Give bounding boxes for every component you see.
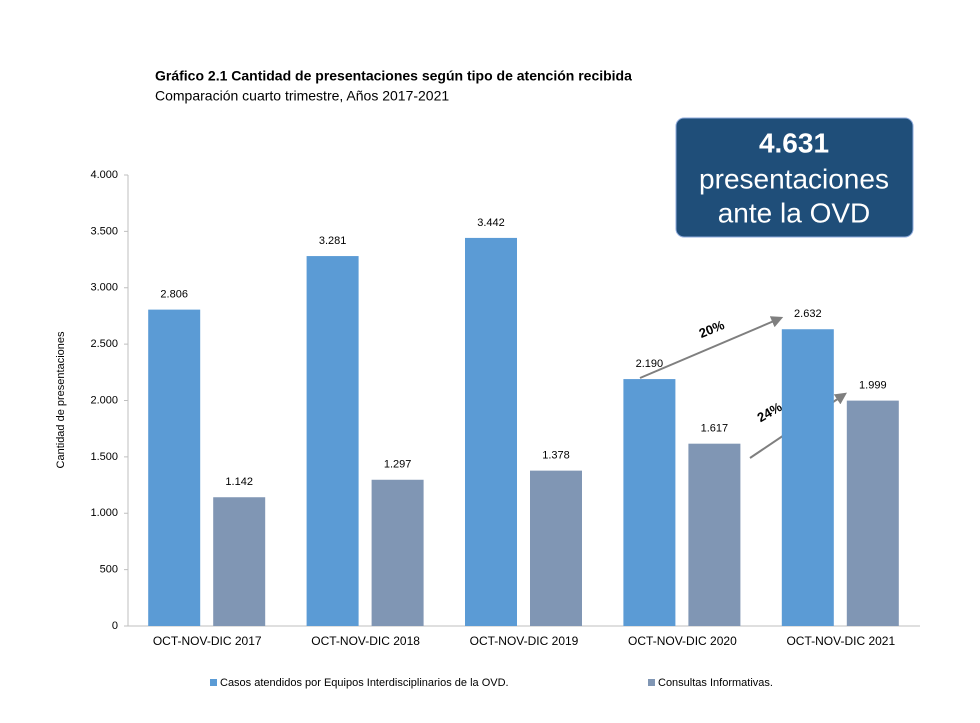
y-tick-label: 1.000 (90, 507, 118, 519)
value-label: 1.142 (225, 476, 253, 488)
value-label: 3.442 (477, 217, 505, 229)
y-tick-label: 1.500 (90, 451, 118, 463)
y-tick-label: 500 (100, 564, 118, 576)
x-tick-label: OCT-NOV-DIC 2018 (311, 634, 420, 648)
bar (213, 497, 266, 626)
legend-label: Consultas Informativas. (658, 677, 773, 689)
y-axis-label: Cantidad de presentaciones (55, 331, 67, 468)
legend-swatch (210, 679, 217, 686)
x-tick-label: OCT-NOV-DIC 2020 (628, 634, 737, 648)
x-tick-label: OCT-NOV-DIC 2019 (470, 634, 579, 648)
bar (306, 256, 359, 626)
bar (148, 309, 201, 626)
value-label: 3.281 (319, 235, 347, 247)
value-label: 2.190 (636, 358, 664, 370)
y-tick-label: 3.000 (90, 282, 118, 294)
annotation: 20% (697, 317, 727, 341)
bar (688, 443, 741, 626)
y-tick-label: 2.000 (90, 394, 118, 406)
x-tick-label: OCT-NOV-DIC 2017 (153, 634, 262, 648)
value-label: 2.632 (794, 308, 822, 320)
value-label: 1.617 (701, 423, 729, 435)
callout-text: 4.631 (759, 127, 829, 158)
bar (623, 379, 676, 626)
bar (465, 237, 517, 627)
callout-text: presentaciones (699, 163, 889, 194)
y-tick-label: 3.500 (90, 225, 118, 237)
bar (846, 400, 899, 626)
y-tick-label: 0 (112, 620, 118, 632)
arrow (639, 316, 784, 379)
x-tick-label: OCT-NOV-DIC 2021 (786, 634, 895, 648)
legend-label: Casos atendidos por Equipos Interdiscipl… (220, 677, 509, 689)
value-label: 1.378 (542, 450, 570, 462)
bar (781, 329, 834, 626)
callout-text: ante la OVD (718, 197, 871, 228)
bar (530, 470, 582, 626)
y-tick-label: 4.000 (90, 169, 118, 181)
chart-subtitle: Comparación cuarto trimestre, Años 2017-… (155, 88, 449, 104)
value-label: 1.297 (384, 459, 412, 471)
annotation: 24% (754, 399, 784, 425)
value-label: 1.999 (859, 380, 887, 392)
chart-title: Gráfico 2.1 Cantidad de presentaciones s… (155, 68, 632, 84)
value-label: 2.806 (160, 289, 188, 301)
bar (371, 479, 424, 626)
callout-box (675, 117, 914, 238)
y-tick-label: 2.500 (90, 338, 118, 350)
legend-swatch (648, 679, 655, 686)
